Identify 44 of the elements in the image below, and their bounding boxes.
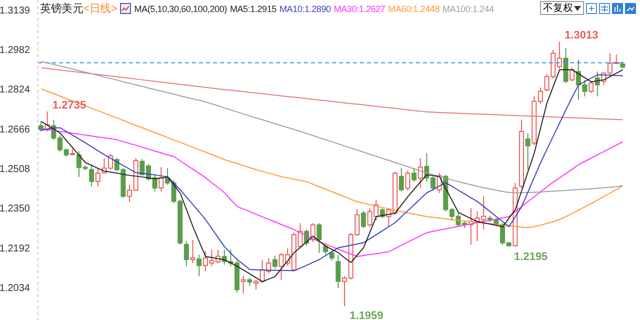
candlestick [525,132,530,170]
annotation: 1.3013 [564,30,598,42]
annotation: 1.1959 [350,310,384,320]
annotation: 不复权 [543,2,573,15]
y-tick-label: 1.2824 [0,84,30,96]
annotation: MA(5,10,30,60,100,200) [134,4,227,14]
y-tick-label: 1.2350 [0,204,30,215]
candlestick [272,255,278,269]
candlestick [594,71,600,97]
line-series [40,60,624,194]
candlestick [336,254,341,289]
y-tick-label: 1.2508 [0,164,30,175]
annotation: 1.2735 [52,99,86,112]
candlestick [240,275,246,294]
candlestick [196,254,202,277]
candlestick [398,167,404,192]
text: MA10:1.2890 [279,4,331,14]
candlestick [316,222,322,254]
candlestick [418,158,423,189]
candlestick [563,48,568,84]
candlestick [190,239,196,264]
candlestick [323,242,328,255]
text: MA5:1.2915 [230,4,276,14]
line-series [40,67,624,120]
y-tick-label: 1.2192 [0,243,30,254]
chart-subtitle: <日线> [83,3,118,15]
annotation: 1.2195 [514,250,548,263]
y-tick-label: 1.2982 [0,44,30,56]
text: MA60:1.2448 [388,4,440,14]
candlestick [329,250,334,262]
candlestick [360,210,366,229]
candlestick [184,240,189,267]
text: MA30:1.2627 [334,4,386,14]
candlestick [158,166,164,192]
line-series [40,88,624,228]
candlestick [89,164,94,187]
text: MA100:1.244 [442,4,494,14]
candlestick [412,167,417,182]
candlestick [588,80,594,94]
y-tick-label: 1.3139 [0,6,30,17]
y-tick-label: 1.2034 [0,282,30,294]
y-tick-label: 1.2666 [0,124,30,136]
candlestick [405,170,410,191]
candlestick [570,67,575,82]
